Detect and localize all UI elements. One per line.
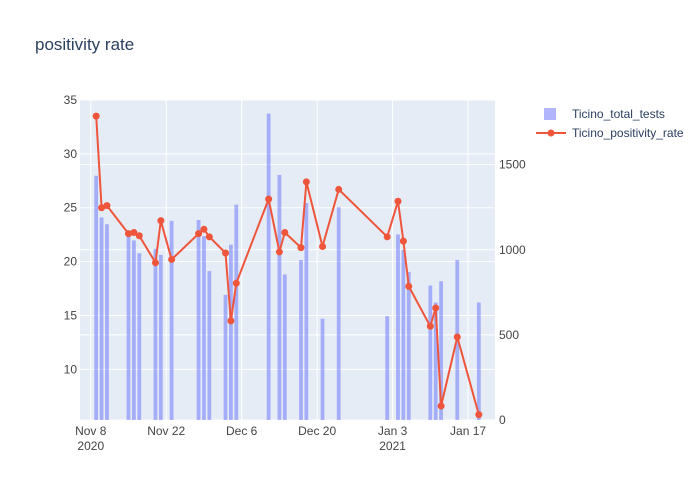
line-point <box>227 317 235 325</box>
bar <box>202 236 206 420</box>
bar <box>94 175 99 420</box>
bar <box>401 249 406 420</box>
bar <box>277 174 282 420</box>
y-left-tick-label: 15 <box>64 308 78 322</box>
line-point <box>103 202 111 210</box>
bar <box>385 316 390 420</box>
line-point <box>151 259 159 267</box>
bar <box>158 254 163 420</box>
y-right-tick-label: 1000 <box>499 243 526 257</box>
line-point <box>265 195 273 203</box>
line-point <box>426 322 434 330</box>
line-point <box>222 249 230 257</box>
line-point <box>432 304 440 312</box>
bar <box>153 248 158 420</box>
line-point <box>281 229 289 237</box>
y-left-tick-label: 25 <box>64 201 78 215</box>
line-point <box>453 333 461 341</box>
x-tick-label: Dec 20 <box>298 424 336 438</box>
line-point <box>195 230 203 238</box>
bar <box>396 234 400 420</box>
x-tick-year-label: 2021 <box>379 439 406 453</box>
line-series <box>92 112 483 419</box>
line-point <box>405 282 413 290</box>
bar <box>126 232 131 420</box>
y-left-tick-label: 20 <box>64 255 78 269</box>
line-point <box>125 230 133 238</box>
line-point <box>157 217 165 225</box>
bar <box>439 281 443 420</box>
legend-bar-label: Ticino_total_tests <box>572 107 665 121</box>
bar <box>132 240 136 420</box>
line-point <box>394 197 402 205</box>
y-right-tick-label: 1500 <box>499 158 526 172</box>
line-point <box>205 233 213 241</box>
y-left-tick-label: 10 <box>64 362 78 376</box>
line-point <box>399 237 407 245</box>
legend[interactable]: Ticino_total_tests Ticino_positivity_rat… <box>536 107 684 140</box>
bar <box>223 294 228 420</box>
bar <box>433 302 438 420</box>
bar <box>234 204 239 420</box>
line-point <box>130 229 138 237</box>
legend-line-marker <box>547 129 555 137</box>
bar <box>336 207 341 420</box>
line-point <box>98 204 106 212</box>
bar <box>299 260 303 420</box>
plot-background <box>80 100 495 420</box>
line-point <box>168 255 176 263</box>
y-left-tick-label: 35 <box>64 93 78 107</box>
x-tick-label: Nov 22 <box>147 424 185 438</box>
bar <box>304 202 309 420</box>
line-point <box>92 112 100 120</box>
legend-line-label: Ticino_positivity_rate <box>572 126 684 140</box>
bar <box>207 271 212 420</box>
line-point <box>383 233 391 241</box>
line-point <box>135 232 143 240</box>
legend-bar-swatch <box>544 108 556 120</box>
y-left-tick-label: 30 <box>64 147 78 161</box>
bar <box>320 318 325 420</box>
x-tick-label: Jan 3 <box>378 424 408 438</box>
bar <box>229 244 233 420</box>
bar <box>169 220 174 420</box>
bar <box>282 274 287 420</box>
bar <box>137 253 142 420</box>
bar <box>476 302 481 420</box>
x-tick-label: Jan 17 <box>450 424 486 438</box>
y-right-tick-label: 0 <box>499 413 506 427</box>
chart-title: positivity rate <box>35 35 134 54</box>
line-point <box>319 243 327 251</box>
x-tick-year-label: 2020 <box>77 439 104 453</box>
line-point <box>302 178 310 186</box>
bar-series <box>94 113 481 421</box>
line-point <box>232 279 240 287</box>
line-point <box>275 248 283 256</box>
line-point <box>200 225 208 233</box>
bar <box>99 217 104 420</box>
line-point <box>437 402 445 410</box>
bar <box>266 113 271 421</box>
bar <box>428 285 433 420</box>
bar <box>406 271 411 420</box>
line-point <box>475 411 483 419</box>
line-point <box>335 185 343 193</box>
x-tick-label: Nov 8 <box>75 424 107 438</box>
grid-lines <box>80 99 495 421</box>
x-tick-label: Dec 6 <box>226 424 258 438</box>
bar <box>196 220 201 420</box>
y-right-tick-label: 500 <box>499 328 519 342</box>
bar <box>105 224 109 420</box>
line-point <box>297 244 305 252</box>
